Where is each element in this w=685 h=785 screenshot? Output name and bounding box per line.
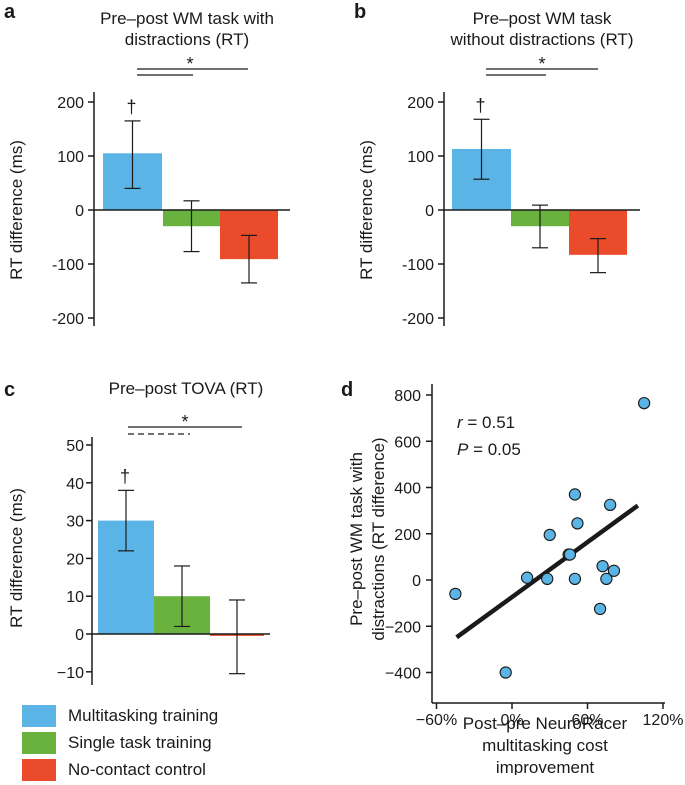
panel-a-dagger: †: [126, 97, 136, 117]
panel-a-ytick-label: -100: [52, 257, 84, 274]
panel-b-ytick-label: -200: [402, 311, 434, 328]
legend-item-multitasking: Multitasking training: [22, 704, 218, 728]
legend-label-no-contact: No-contact control: [68, 760, 206, 779]
panel-d-ytick-label: 0: [412, 573, 421, 590]
panel-b-ytick-label: 0: [425, 203, 434, 220]
panel-d-xtick-label: 60%: [571, 712, 603, 729]
panel-c-dagger: †: [120, 466, 130, 486]
panel-c: c Pre–post TOVA (RT) RT difference (ms) …: [4, 379, 270, 685]
panel-d-annotation-p: P = 0.05: [457, 440, 521, 459]
panel-c-ytick-label: 30: [66, 514, 84, 531]
panel-d-ytick-label: −200: [385, 619, 421, 636]
legend-swatch-multitasking: [22, 705, 56, 727]
panel-d-scatter-point: [563, 548, 577, 561]
panel-d-ylabel-line1: Pre–post WM task with: [347, 452, 366, 626]
panel-d-annotation-r: r = 0.51: [457, 413, 515, 432]
panel-a-title-line1: Pre–post WM task with: [100, 9, 274, 28]
panel-d-xlabel-line2: multitasking cost: [482, 736, 608, 755]
panel-d-scatter-point: [600, 572, 613, 585]
panel-d-xlabel-line3: improvement: [496, 758, 595, 775]
panel-b-ylabel: RT difference (ms): [357, 140, 376, 280]
panel-b-title-line1: Pre–post WM task: [473, 9, 612, 28]
panel-d-scatter-point: [593, 602, 607, 616]
panel-d-scatter-point: [607, 564, 621, 577]
panel-d: d Pre–post WM task with distractions (RT…: [341, 379, 683, 775]
panel-d-xtick-label: 0%: [500, 712, 523, 729]
panel-d-xtick-label: −60%: [416, 712, 457, 729]
panel-d-scatter-point: [568, 572, 582, 585]
panel-d-ytick-label: 600: [394, 434, 421, 451]
legend-label-single-task: Single task training: [68, 733, 212, 752]
legend-swatch-single-task: [22, 732, 56, 754]
panel-d-scatter-point: [604, 498, 617, 511]
panel-d-scatter-point: [637, 396, 651, 410]
legend-item-no-contact: No-contact control: [22, 758, 218, 782]
panel-d-scatter-point: [541, 572, 554, 585]
legend: Multitasking training Single task traini…: [22, 704, 218, 785]
panel-d-scatter-point: [571, 517, 584, 530]
panel-b-sig-star: *: [538, 54, 545, 74]
panel-c-sig-star: *: [181, 412, 188, 432]
panel-d-ytick-label: 400: [394, 481, 421, 498]
panel-b: b Pre–post WM task without distractions …: [354, 1, 640, 328]
panel-a-title-line2: distractions (RT): [125, 30, 249, 49]
panel-c-ytick-label: 50: [66, 438, 84, 455]
panel-c-ytick-label: 40: [66, 476, 84, 493]
panel-d-scatter-point: [449, 587, 462, 601]
panel-label-c: c: [4, 379, 15, 401]
panel-c-ytick-label: 20: [66, 551, 84, 568]
panel-d-scatter-point: [596, 559, 609, 573]
panel-a: a Pre–post WM task with distractions (RT…: [4, 1, 290, 328]
panel-c-ytick-label: −10: [57, 665, 84, 682]
panel-label-a: a: [4, 1, 16, 23]
panel-b-ytick-label: -100: [402, 257, 434, 274]
panel-c-ytick-label: 10: [66, 589, 84, 606]
panel-a-ytick-label: 100: [57, 149, 84, 166]
panel-b-dagger: †: [475, 95, 485, 115]
panel-c-ylabel: RT difference (ms): [7, 488, 26, 628]
panel-d-scatter-point: [520, 571, 534, 584]
panel-d-scatter-point: [543, 528, 556, 542]
panel-d-xtick-label: 120%: [643, 712, 684, 729]
legend-item-single-task: Single task training: [22, 731, 218, 755]
panel-d-ytick-label: −400: [385, 666, 421, 683]
legend-swatch-no-contact: [22, 759, 56, 781]
panel-d-scatter-point: [499, 666, 512, 679]
panel-a-ytick-label: -200: [52, 311, 84, 328]
panel-a-ytick-label: 0: [75, 203, 84, 220]
panel-b-ytick-label: 100: [407, 149, 434, 166]
panel-b-ytick-label: 200: [407, 95, 434, 112]
panel-a-sig-star: *: [186, 54, 193, 74]
panel-d-ytick-label: 200: [394, 527, 421, 544]
panel-d-scatter-point: [568, 488, 582, 501]
panel-d-ylabel-line2: distractions (RT difference): [369, 437, 388, 640]
panel-a-ytick-label: 200: [57, 95, 84, 112]
panel-b-title-line2: without distractions (RT): [450, 30, 634, 49]
panel-d-xlabel-line1: Post–pre NeuroRacer: [463, 714, 628, 733]
panel-a-ylabel: RT difference (ms): [7, 140, 26, 280]
panel-c-title: Pre–post TOVA (RT): [109, 379, 264, 398]
panel-d-fit-line: [455, 503, 640, 640]
panel-label-d: d: [341, 379, 353, 401]
legend-label-multitasking: Multitasking training: [68, 706, 219, 725]
panel-c-ytick-label: 0: [75, 627, 84, 644]
panel-d-ytick-label: 800: [394, 388, 421, 405]
panel-label-b: b: [354, 1, 366, 23]
